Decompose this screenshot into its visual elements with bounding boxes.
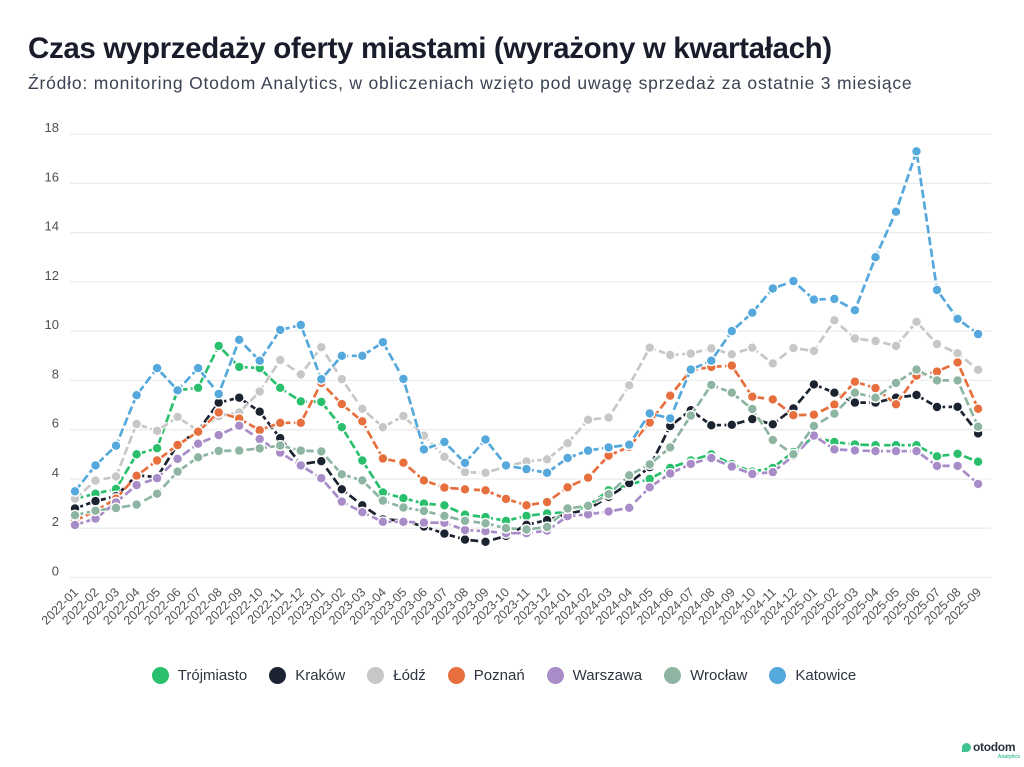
svg-text:8: 8 (52, 366, 59, 381)
svg-text:2: 2 (52, 514, 59, 529)
svg-text:10: 10 (45, 317, 59, 332)
svg-text:14: 14 (45, 219, 59, 234)
svg-text:6: 6 (52, 416, 59, 431)
svg-text:0: 0 (52, 564, 59, 579)
svg-text:12: 12 (45, 268, 59, 283)
svg-text:16: 16 (45, 169, 59, 184)
svg-text:4: 4 (52, 465, 59, 480)
svg-text:18: 18 (45, 120, 59, 135)
